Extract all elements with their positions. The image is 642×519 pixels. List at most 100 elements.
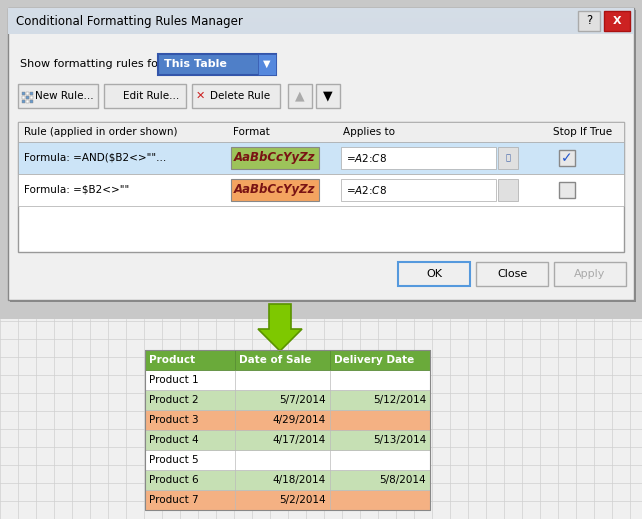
Text: Conditional Formatting Rules Manager: Conditional Formatting Rules Manager — [16, 15, 243, 28]
Bar — [145, 470, 430, 490]
Polygon shape — [258, 304, 302, 351]
Bar — [145, 370, 430, 390]
Bar — [104, 84, 186, 108]
Text: =$A$2:$C$8: =$A$2:$C$8 — [346, 152, 387, 164]
Bar — [8, 8, 634, 300]
Bar — [8, 29, 634, 30]
Bar — [145, 450, 430, 470]
Bar — [26, 92, 29, 95]
Bar — [8, 32, 634, 33]
Bar — [8, 23, 634, 24]
Bar — [8, 13, 634, 14]
Bar — [398, 262, 470, 286]
Text: Product 4: Product 4 — [149, 435, 198, 445]
Text: Product 2: Product 2 — [149, 395, 198, 405]
Bar — [22, 100, 25, 103]
Bar — [8, 26, 634, 27]
Bar — [231, 147, 319, 169]
Text: 5/13/2014: 5/13/2014 — [373, 435, 426, 445]
Bar — [8, 16, 634, 17]
Text: 4/17/2014: 4/17/2014 — [273, 435, 326, 445]
Bar — [145, 350, 430, 370]
Bar — [18, 84, 98, 108]
Bar — [8, 8, 634, 9]
Text: Product: Product — [149, 355, 195, 365]
Bar — [8, 31, 634, 32]
Bar — [578, 11, 600, 31]
Text: Format: Format — [233, 127, 270, 137]
Text: 5/7/2014: 5/7/2014 — [279, 395, 326, 405]
Text: AaBbCcYyZz: AaBbCcYyZz — [234, 152, 316, 165]
Bar — [192, 84, 280, 108]
Bar — [26, 96, 29, 99]
Bar — [18, 122, 624, 252]
Text: Stop If True: Stop If True — [553, 127, 612, 137]
Bar — [8, 8, 634, 34]
Bar — [145, 350, 430, 510]
Text: Close: Close — [497, 269, 527, 279]
Text: ✓: ✓ — [561, 151, 573, 165]
Bar — [8, 10, 634, 11]
Bar — [8, 33, 634, 34]
Text: ?: ? — [586, 15, 592, 28]
Text: OK: OK — [426, 269, 442, 279]
Text: ▲: ▲ — [295, 89, 305, 102]
Bar — [8, 9, 634, 10]
Text: Edit Rule...: Edit Rule... — [123, 91, 179, 101]
Bar — [30, 96, 33, 99]
Text: Product 7: Product 7 — [149, 495, 198, 505]
Text: Product 5: Product 5 — [149, 455, 198, 465]
Bar — [8, 17, 634, 18]
Bar — [554, 262, 626, 286]
Bar — [341, 179, 496, 201]
Bar — [18, 174, 624, 206]
Bar — [8, 14, 634, 15]
Bar — [8, 22, 634, 23]
Bar — [8, 19, 634, 20]
Bar — [8, 20, 634, 21]
Bar — [8, 30, 634, 31]
Text: ▼: ▼ — [323, 89, 333, 102]
Bar — [30, 92, 33, 95]
Bar — [476, 262, 548, 286]
Bar — [145, 390, 430, 410]
Bar — [8, 21, 634, 22]
Bar — [8, 28, 634, 29]
Bar — [8, 18, 634, 19]
Bar — [498, 147, 518, 169]
Bar — [30, 100, 33, 103]
Bar — [8, 11, 634, 12]
Bar — [0, 319, 642, 519]
Text: Show formatting rules for:: Show formatting rules for: — [20, 59, 166, 69]
Text: Product 6: Product 6 — [149, 475, 198, 485]
Text: Delivery Date: Delivery Date — [334, 355, 414, 365]
Bar — [8, 25, 634, 26]
Bar — [145, 430, 430, 450]
Text: Formula: =$B2<>"": Formula: =$B2<>"" — [24, 185, 129, 195]
Text: 🖊: 🖊 — [505, 154, 510, 162]
Text: 4/29/2014: 4/29/2014 — [273, 415, 326, 425]
Text: X: X — [612, 16, 621, 26]
Bar — [8, 15, 634, 16]
Bar — [22, 92, 25, 95]
Bar — [341, 147, 496, 169]
Text: =$A$2:$C$8: =$A$2:$C$8 — [346, 184, 387, 196]
Text: ▼: ▼ — [263, 59, 271, 69]
Text: New Rule...: New Rule... — [35, 91, 93, 101]
Bar — [145, 410, 430, 430]
Text: 5/2/2014: 5/2/2014 — [279, 495, 326, 505]
Bar — [559, 150, 575, 166]
Bar — [288, 84, 312, 108]
Text: Delete Rule: Delete Rule — [210, 91, 270, 101]
Bar — [26, 100, 29, 103]
Bar — [10, 10, 636, 302]
Bar — [8, 12, 634, 13]
Text: 5/8/2014: 5/8/2014 — [379, 475, 426, 485]
Bar — [145, 490, 430, 510]
Bar — [158, 54, 276, 75]
Text: Formula: =AND($B2<>""...: Formula: =AND($B2<>""... — [24, 153, 166, 163]
Text: Rule (applied in order shown): Rule (applied in order shown) — [24, 127, 177, 137]
Text: This Table: This Table — [164, 59, 227, 69]
Bar — [22, 96, 25, 99]
Bar — [258, 54, 276, 75]
